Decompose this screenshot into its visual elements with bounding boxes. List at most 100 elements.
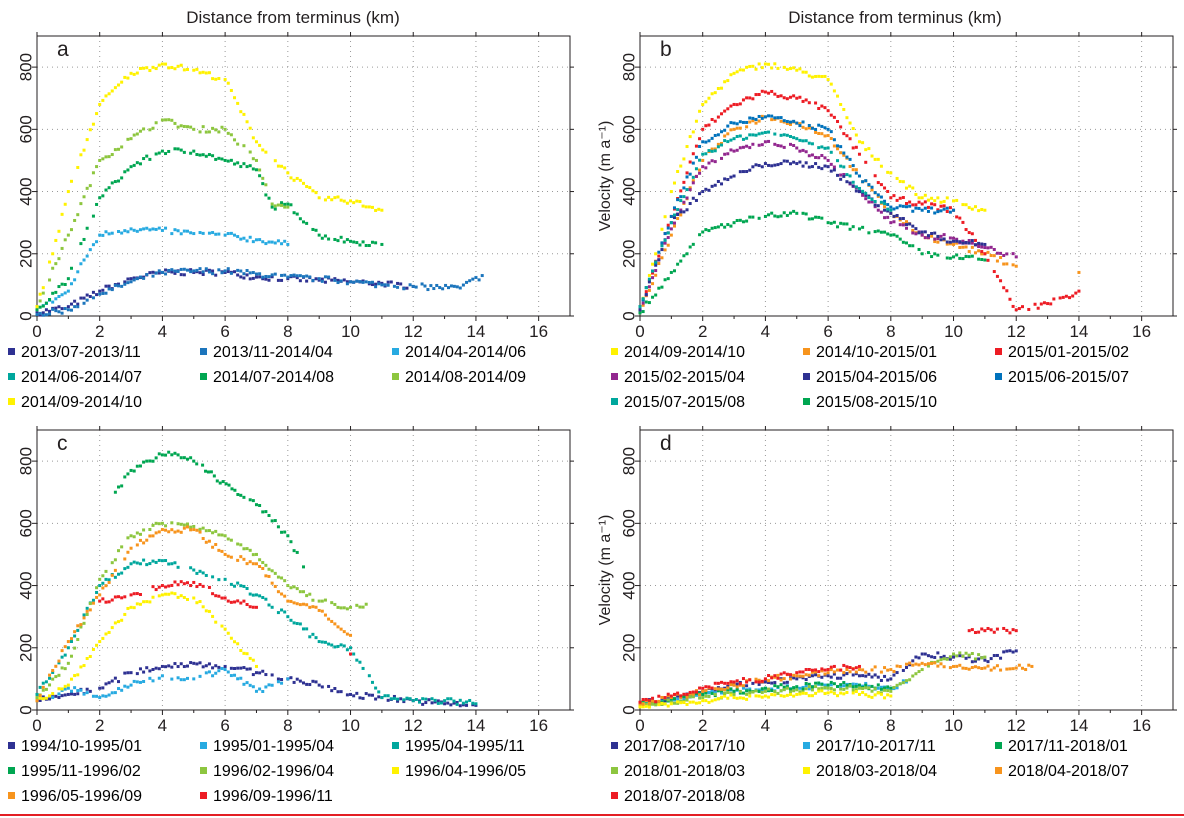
legend-swatch <box>611 398 618 406</box>
data-point <box>955 241 959 245</box>
data-point <box>889 668 893 672</box>
data-point <box>763 90 767 94</box>
data-point <box>471 277 475 281</box>
data-point <box>647 285 651 289</box>
data-point <box>955 237 959 241</box>
data-point <box>745 65 749 69</box>
data-point <box>713 147 717 151</box>
data-point <box>386 283 390 287</box>
panel-label: b <box>660 38 672 61</box>
data-point <box>198 600 202 604</box>
data-point <box>804 150 808 154</box>
data-point <box>870 198 874 202</box>
data-point <box>729 104 733 108</box>
data-point <box>641 310 645 314</box>
data-point <box>676 169 680 173</box>
data-point <box>433 700 437 704</box>
data-point <box>185 67 189 71</box>
data-point <box>842 684 846 688</box>
data-point <box>763 694 767 698</box>
data-point <box>98 696 102 700</box>
data-point <box>217 548 221 552</box>
data-point <box>251 593 255 597</box>
data-point <box>942 199 946 203</box>
data-point <box>182 523 186 527</box>
data-point <box>886 693 890 697</box>
data-point <box>261 669 265 673</box>
data-point <box>69 677 73 681</box>
data-point <box>35 311 39 315</box>
data-point <box>276 278 280 282</box>
data-point <box>173 662 177 666</box>
data-point <box>741 170 745 174</box>
data-point <box>977 630 981 634</box>
x-tick-label: 0 <box>635 716 644 735</box>
data-point <box>44 301 48 305</box>
data-point <box>214 529 218 533</box>
data-point <box>879 687 883 691</box>
data-point <box>129 137 133 141</box>
data-point <box>364 692 368 696</box>
data-point <box>848 174 852 178</box>
data-point <box>101 597 105 601</box>
data-point <box>179 522 183 526</box>
data-point <box>917 231 921 235</box>
data-point <box>867 196 871 200</box>
data-point <box>745 144 749 148</box>
data-point <box>245 269 249 273</box>
data-point <box>644 286 648 290</box>
data-point <box>258 174 262 178</box>
data-point <box>782 671 786 675</box>
data-point <box>273 207 277 211</box>
data-point <box>710 691 714 695</box>
data-point <box>60 694 64 698</box>
data-point <box>767 139 771 143</box>
data-point <box>408 697 412 701</box>
data-point <box>251 276 255 280</box>
data-point <box>795 162 799 166</box>
data-point <box>845 668 849 672</box>
legend-label: 2015/02-2015/04 <box>624 369 745 386</box>
x-tick-label: 2 <box>95 716 104 735</box>
data-point <box>669 270 673 274</box>
data-point <box>76 302 80 306</box>
data-point <box>851 184 855 188</box>
data-point <box>672 269 676 273</box>
data-point <box>189 231 193 235</box>
data-point <box>930 255 934 259</box>
data-point <box>204 130 208 134</box>
data-point <box>117 147 121 151</box>
data-point <box>1039 302 1043 306</box>
data-point <box>967 255 971 259</box>
data-point <box>192 677 196 681</box>
data-point <box>682 692 686 696</box>
data-point <box>660 697 664 701</box>
legend-label: 2018/07-2018/08 <box>624 788 745 805</box>
data-point <box>795 146 799 150</box>
data-point <box>352 240 356 244</box>
data-point <box>716 681 720 685</box>
data-point <box>157 667 161 671</box>
data-point <box>339 643 343 647</box>
data-point <box>817 165 821 169</box>
data-point <box>823 668 827 672</box>
data-point <box>999 668 1003 672</box>
data-point <box>952 655 956 659</box>
data-point <box>339 198 343 202</box>
data-point <box>170 591 174 595</box>
data-point <box>930 655 934 659</box>
data-point <box>682 200 686 204</box>
data-point <box>823 134 827 138</box>
data-point <box>905 226 908 230</box>
data-point <box>920 202 924 206</box>
data-point <box>767 674 771 678</box>
data-point <box>973 238 977 242</box>
data-point <box>698 171 702 175</box>
data-point <box>720 86 724 90</box>
data-point <box>870 185 874 189</box>
data-point <box>958 256 962 260</box>
data-point <box>807 141 811 145</box>
data-point <box>245 652 249 656</box>
data-point <box>672 221 676 225</box>
data-point <box>814 673 818 677</box>
